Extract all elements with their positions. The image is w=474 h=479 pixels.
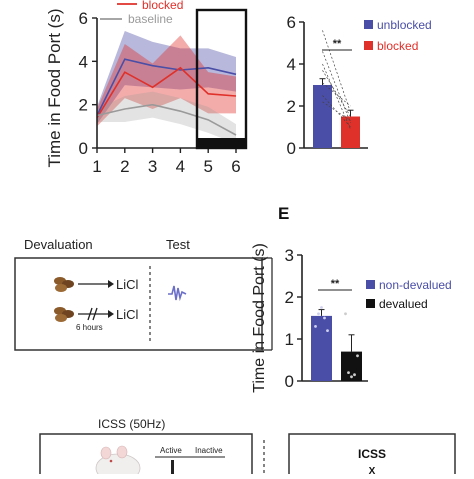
icss-right-box xyxy=(288,433,456,479)
data-point xyxy=(347,371,350,374)
data-point xyxy=(323,316,326,320)
icss-right-sub: X xyxy=(369,466,376,474)
icss-right-title: ICSS xyxy=(358,447,386,461)
break-mark-2 xyxy=(92,307,98,321)
significance-label: ** xyxy=(333,38,342,50)
lever-inactive-label: Inactive xyxy=(195,446,223,455)
legend-swatch-non-devalued xyxy=(366,280,375,289)
arrow-head-icon-2 xyxy=(108,310,114,318)
food-pellet-icon-2 xyxy=(54,307,74,322)
series-line-unblocked xyxy=(96,58,237,116)
data-point xyxy=(326,329,329,332)
arrow-head-icon xyxy=(108,280,114,288)
data-point xyxy=(320,306,323,309)
line-chart-bands xyxy=(97,31,236,144)
line-chart-ylabel: Time in Food Port (s) xyxy=(45,8,64,167)
band-blocked xyxy=(97,35,236,127)
xtick-label: 3 xyxy=(148,157,157,176)
xtick-label: 6 xyxy=(231,157,240,176)
rat-icon xyxy=(95,445,141,479)
ytick-label: 0 xyxy=(285,372,294,391)
data-point xyxy=(353,373,356,377)
break-mark-1 xyxy=(87,307,93,321)
lever-test-icon xyxy=(168,285,187,302)
individual-line xyxy=(322,101,351,121)
test-title: Test xyxy=(166,237,190,252)
highlight-bar xyxy=(197,138,246,148)
bar-unblocked xyxy=(313,85,332,148)
icss-diagram: ICSS (50Hz) Active Inactive ICSS X xyxy=(39,417,456,479)
panel-e-yticks: 0 1 2 3 xyxy=(285,246,302,391)
xtick-label: 4 xyxy=(176,157,185,176)
lever-active-label: Active xyxy=(160,446,182,455)
six-hours-note: 6 hours xyxy=(76,323,103,332)
series-line-baseline xyxy=(96,103,237,136)
series-line-blocked xyxy=(96,66,237,119)
individual-line xyxy=(322,51,351,123)
ytick-label: 0 xyxy=(79,139,88,158)
icss-box xyxy=(39,433,253,479)
individual-line xyxy=(322,70,351,117)
food-pellet-icon xyxy=(54,277,74,292)
legend-label-baseline: baseline xyxy=(128,12,173,26)
legend-swatch-blocked-bar xyxy=(364,41,373,50)
devaluation-title: Devaluation xyxy=(24,237,93,252)
legend-label-devalued: devalued xyxy=(379,297,428,311)
bar-blocked xyxy=(341,116,360,148)
panel-e-bar-chart: E Time in Food Port (s) 0 1 2 3 ** non-deva… xyxy=(251,204,452,393)
data-point xyxy=(356,354,359,358)
panel-e-ylabel: Time in Food Port (s) xyxy=(251,243,268,393)
active-lever-icon xyxy=(171,460,174,474)
ytick-label: 6 xyxy=(79,9,88,28)
data-point xyxy=(344,312,347,316)
data-point xyxy=(317,312,320,316)
devaluation-box xyxy=(14,257,263,351)
xtick-label: 2 xyxy=(120,157,129,176)
ytick-label: 6 xyxy=(287,13,296,32)
line-chart-lines xyxy=(96,58,237,136)
ytick-label: 4 xyxy=(287,55,296,74)
line-chart-yticks: 0 2 4 6 xyxy=(79,9,97,158)
legend-swatch-devalued xyxy=(366,299,375,308)
ytick-label: 4 xyxy=(79,52,88,71)
ytick-label: 1 xyxy=(285,330,294,349)
devaluation-diagram: Devaluation Test LiCl LiCl 6 hours xyxy=(14,237,273,351)
bar-chart-top-individual-lines xyxy=(322,30,351,130)
data-point xyxy=(314,325,317,328)
icss-title: ICSS (50Hz) xyxy=(98,417,165,431)
ytick-label: 2 xyxy=(79,96,88,115)
legend-label-unblocked: unblocked xyxy=(377,18,432,32)
ytick-label: 3 xyxy=(285,246,294,265)
panel-bar-chart-top: 0 2 4 6 ** unblocked blocked xyxy=(287,13,432,158)
legend-label-non-devalued: non-devalued xyxy=(379,278,452,292)
panel-e-significance-label: ** xyxy=(331,278,340,290)
band-baseline xyxy=(97,91,236,144)
licl-label-2: LiCl xyxy=(116,307,139,322)
legend-label-blocked-bar: blocked xyxy=(377,39,418,53)
panel-e-bars xyxy=(311,306,362,381)
individual-line xyxy=(322,30,351,113)
ytick-label: 2 xyxy=(287,97,296,116)
bar-devalued xyxy=(341,351,362,381)
legend-label-blocked: blocked xyxy=(142,0,183,12)
data-point xyxy=(350,375,353,379)
xtick-label: 1 xyxy=(92,157,101,176)
ytick-label: 0 xyxy=(287,139,296,158)
xtick-label: 5 xyxy=(203,157,212,176)
legend-swatch-unblocked xyxy=(364,20,373,29)
licl-label-1: LiCl xyxy=(116,277,139,292)
panel-e-label: E xyxy=(278,204,289,223)
bar-chart-top-bars xyxy=(313,78,360,148)
ytick-label: 2 xyxy=(285,288,294,307)
bar-non-devalued xyxy=(311,315,332,381)
bar-chart-top-yticks: 0 2 4 6 xyxy=(287,13,304,158)
